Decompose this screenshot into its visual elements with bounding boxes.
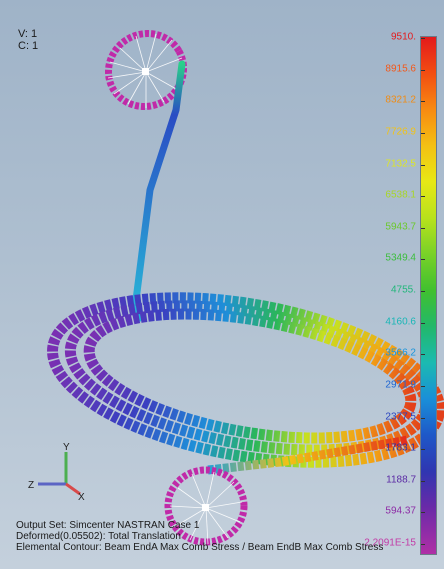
legend-label: 5943.7 — [385, 221, 416, 233]
legend-tick — [421, 227, 425, 229]
legend-tick — [421, 385, 425, 387]
legend-tick — [421, 291, 425, 292]
axis-x-label: X — [78, 492, 85, 503]
legend-tick — [421, 132, 425, 134]
legend-label: 5349.4 — [385, 252, 416, 264]
legend-label: 2971.9 — [385, 379, 416, 391]
legend-label: 6538.1 — [385, 189, 416, 201]
legend-tick — [421, 164, 425, 166]
legend-tick — [421, 196, 425, 198]
legend-tick — [421, 38, 425, 39]
legend-label: 2377.5 — [385, 411, 416, 422]
viewport-number: V: 1 — [18, 28, 38, 40]
legend-tick — [421, 544, 425, 545]
axis-triad: Y Z X — [28, 442, 85, 503]
contour-legend-labels: 9510. 8915.6 8321.2 7726.9 7132.5 6538.1 5943.… — [350, 31, 416, 553]
axis-z-label: Z — [28, 480, 34, 491]
lower-hook — [164, 466, 248, 546]
spring-tail — [207, 435, 409, 475]
legend-tick — [421, 69, 425, 71]
legend-tick — [421, 101, 425, 103]
legend-tick — [421, 417, 425, 419]
output-info: Output Set: Simcenter NASTRAN Case 1 Def… — [16, 520, 383, 553]
view-info: V: 1 C: 1 — [18, 28, 38, 52]
legend-label: 594.37 — [385, 505, 416, 517]
contour-colorbar — [420, 36, 437, 555]
legend-tick — [421, 259, 425, 261]
legend-tick — [421, 512, 425, 514]
legend-label: 4755. — [390, 284, 416, 296]
legend-label: 7726.9 — [385, 126, 416, 138]
deformed-text: Deformed(0.05502): Total Translation — [16, 531, 181, 542]
upper-hook — [104, 29, 188, 111]
legend-label: 3566.2 — [385, 347, 416, 359]
legend-label: 8915.6 — [385, 63, 416, 75]
axis-y-label: Y — [63, 442, 70, 453]
legend-tick — [421, 449, 425, 451]
output-set-text: Output Set: Simcenter NASTRAN Case 1 — [16, 520, 200, 531]
legend-tick — [421, 354, 425, 356]
legend-tick — [421, 322, 425, 324]
legend-label: 2.2091E-15 — [364, 537, 416, 549]
legend-label: 8321.2 — [385, 94, 416, 106]
legend-label: 7132.5 — [385, 158, 416, 169]
legend-label: 9510. — [390, 31, 416, 43]
legend-label: 1188.7 — [386, 474, 416, 486]
contour-text: Elemental Contour: Beam EndA Max Comb St… — [16, 542, 384, 553]
case-number: C: 1 — [18, 40, 39, 52]
legend-label: 4160.6 — [385, 316, 416, 328]
legend-label: 1783.1 — [385, 442, 416, 454]
legend-tick — [421, 480, 425, 482]
